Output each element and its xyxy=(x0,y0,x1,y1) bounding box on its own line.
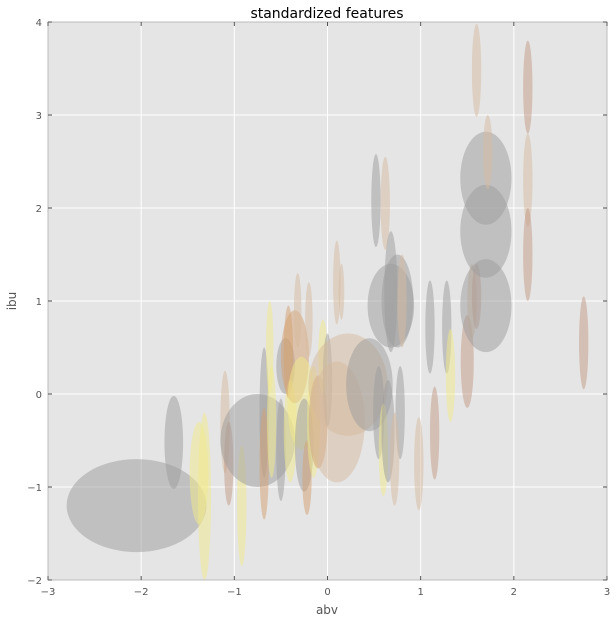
ellipse-point-0 xyxy=(66,459,207,553)
y-tick-label-6: 4 xyxy=(36,18,42,29)
ellipse-point-39 xyxy=(397,254,407,348)
y-axis-label: ibu xyxy=(5,292,19,311)
ellipse-point-55 xyxy=(523,40,533,134)
ellipse-point-12 xyxy=(276,398,286,501)
x-tick-label-4: 1 xyxy=(417,587,423,598)
ellipse-point-54 xyxy=(483,115,493,190)
x-tick-label-1: −2 xyxy=(134,587,149,598)
y-tick-label-4: 2 xyxy=(36,204,42,215)
ellipse-point-26 xyxy=(333,240,341,325)
y-tick-label-0: −2 xyxy=(27,576,42,587)
x-tick-label-3: 0 xyxy=(324,587,330,598)
x-tick-labels: −3 −2 −1 0 1 2 3 xyxy=(41,587,611,598)
ellipse-point-56 xyxy=(523,133,533,227)
y-tick-labels: −2 −1 0 1 2 3 4 xyxy=(27,18,42,587)
ellipse-point-42 xyxy=(414,417,424,511)
ellipse-point-1 xyxy=(164,395,184,489)
ellipse-point-11 xyxy=(266,301,274,394)
ellipse-point-7 xyxy=(220,394,295,487)
ellipse-point-27 xyxy=(338,263,345,320)
ellipse-point-53 xyxy=(460,259,512,353)
y-tick-label-2: 0 xyxy=(36,390,42,401)
ellipse-point-17 xyxy=(293,273,302,348)
x-tick-label-0: −3 xyxy=(41,587,56,598)
ellipse-point-58 xyxy=(579,296,589,390)
x-tick-label-5: 2 xyxy=(511,587,517,598)
tick-marks xyxy=(47,21,608,581)
ellipse-point-50 xyxy=(471,23,482,117)
ellipse-point-33 xyxy=(380,156,390,250)
ellipse-point-46 xyxy=(445,328,456,422)
x-axis-label: abv xyxy=(316,603,338,617)
ellipse-point-44 xyxy=(429,386,440,480)
y-tick-label-3: 1 xyxy=(36,297,42,308)
ellipse-point-57 xyxy=(523,208,533,301)
y-tick-label-1: −1 xyxy=(27,483,42,494)
chart-title: standardized features xyxy=(250,6,403,22)
ellipse-point-3 xyxy=(197,412,212,580)
ellipse-point-43 xyxy=(425,280,435,374)
ellipse-point-41 xyxy=(389,412,400,506)
ellipse-point-52 xyxy=(460,184,512,278)
ellipse-point-21 xyxy=(305,282,313,357)
ellipse-point-10 xyxy=(266,366,277,478)
x-tick-label-2: −1 xyxy=(227,587,242,598)
ellipse-point-9 xyxy=(259,407,269,520)
ellipse-marks xyxy=(66,23,589,580)
y-tick-label-5: 3 xyxy=(36,111,42,122)
ellipse-point-31 xyxy=(371,154,381,248)
x-tick-label-6: 3 xyxy=(604,587,610,598)
